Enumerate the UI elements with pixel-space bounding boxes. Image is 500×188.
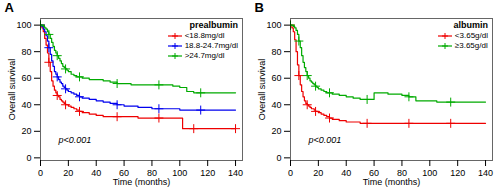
svg-text:Overall survival: Overall survival xyxy=(257,59,267,121)
svg-text:100: 100 xyxy=(172,168,187,178)
svg-text:Time (months): Time (months) xyxy=(113,177,171,187)
svg-text:40: 40 xyxy=(91,168,101,178)
html-text:<18.8mg/dl: <18.8mg/dl xyxy=(184,31,225,40)
svg-text:20: 20 xyxy=(271,126,281,136)
svg-text:60: 60 xyxy=(119,167,130,178)
html-text:≥3.65g/dl: ≥3.65g/dl xyxy=(454,41,488,50)
html-text:prealbumin: prealbumin xyxy=(189,20,238,30)
svg-text:120: 120 xyxy=(200,168,215,178)
svg-text:140: 140 xyxy=(228,168,243,178)
svg-text:Time (months): Time (months) xyxy=(363,177,421,187)
html-text:albumin: albumin xyxy=(453,20,488,30)
svg-text:100: 100 xyxy=(266,20,281,30)
svg-text:20: 20 xyxy=(313,168,323,178)
svg-text:0: 0 xyxy=(38,168,43,178)
svg-text:0: 0 xyxy=(288,168,293,178)
svg-text:80: 80 xyxy=(146,167,157,178)
svg-text:140: 140 xyxy=(478,168,493,178)
svg-text:80: 80 xyxy=(21,47,31,57)
svg-text:0: 0 xyxy=(26,153,31,163)
svg-text:100: 100 xyxy=(422,168,437,178)
svg-text:p<0.001: p<0.001 xyxy=(58,135,92,145)
svg-text:100: 100 xyxy=(16,20,31,30)
svg-text:120: 120 xyxy=(450,168,465,178)
svg-text:20: 20 xyxy=(21,126,31,136)
svg-text:80: 80 xyxy=(396,167,407,178)
svg-text:40: 40 xyxy=(341,168,351,178)
svg-text:60: 60 xyxy=(271,73,281,83)
svg-text:Overall survival: Overall survival xyxy=(7,59,17,121)
svg-text:B: B xyxy=(255,0,264,15)
svg-text:20: 20 xyxy=(63,168,73,178)
svg-text:A: A xyxy=(5,0,15,15)
svg-text:60: 60 xyxy=(21,73,31,83)
svg-text:40: 40 xyxy=(21,100,31,110)
svg-text:60: 60 xyxy=(369,167,380,178)
html-text:>24.7mg/dl: >24.7mg/dl xyxy=(184,51,225,60)
svg-text:40: 40 xyxy=(271,100,281,110)
svg-text:0: 0 xyxy=(276,153,281,163)
html-text:18.8-24.7mg/dl: 18.8-24.7mg/dl xyxy=(184,41,238,50)
html-text:<3.65g/dl: <3.65g/dl xyxy=(454,31,488,40)
svg-text:80: 80 xyxy=(271,47,281,57)
svg-text:p<0.001: p<0.001 xyxy=(308,135,342,145)
